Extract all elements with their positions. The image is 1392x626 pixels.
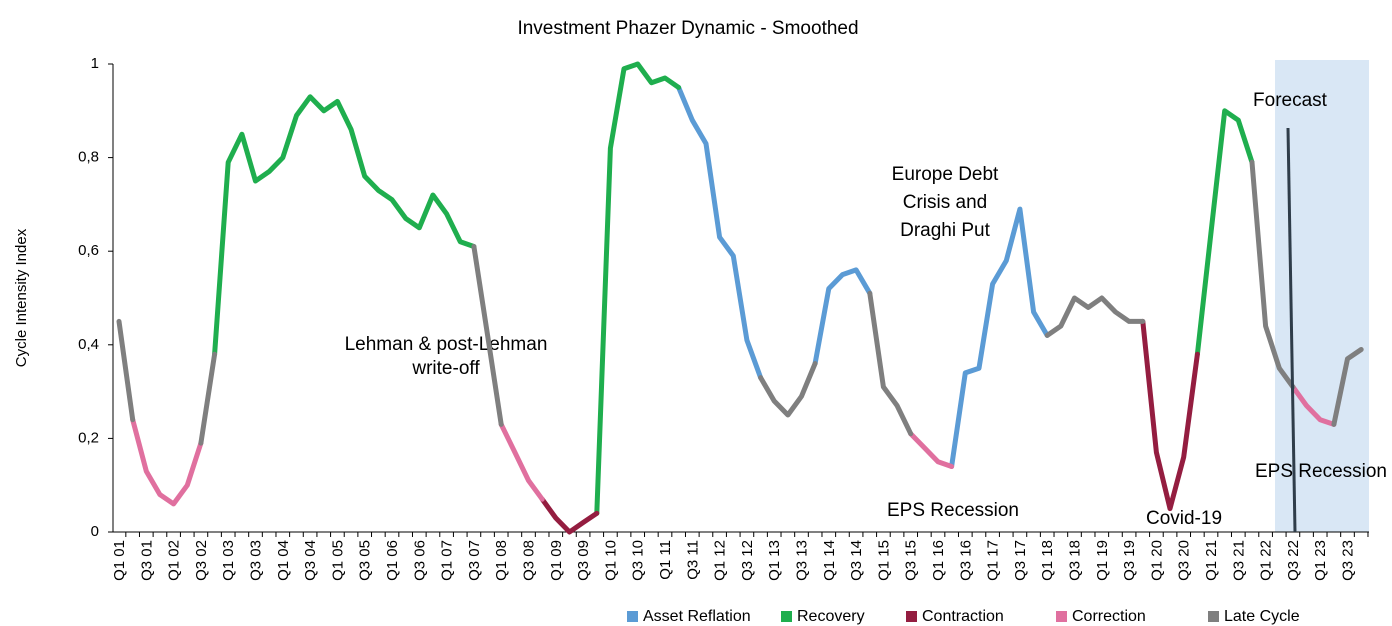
y-tick-label: 0 <box>91 523 99 540</box>
x-tick-label: Q3 09 <box>575 540 592 581</box>
x-tick-label: Q1 13 <box>766 540 783 581</box>
x-tick-label: Q3 06 <box>411 540 428 581</box>
x-tick-label: Q3 12 <box>739 540 756 581</box>
x-tick-label: Q3 21 <box>1230 540 1247 581</box>
x-tick-label: Q3 13 <box>793 540 810 581</box>
x-tick-label: Q3 05 <box>357 540 374 581</box>
annotation: Draghi Put <box>900 220 990 241</box>
x-tick-label: Q1 08 <box>493 540 510 581</box>
x-tick-label: Q1 02 <box>166 540 183 581</box>
x-tick-label: Q1 11 <box>657 540 674 580</box>
annotation: EPS Recession <box>1255 461 1387 482</box>
legend-label: Correction <box>1072 608 1146 625</box>
legend-label: Contraction <box>922 608 1004 625</box>
y-tick-label: 0,8 <box>78 149 99 166</box>
x-tick-label: Q3 23 <box>1339 540 1356 581</box>
x-tick-label: Q3 16 <box>957 540 974 581</box>
series-line <box>116 159 1364 446</box>
x-tick-label: Q1 21 <box>1203 540 1220 581</box>
x-tick-label: Q1 07 <box>439 540 456 581</box>
x-tick-label: Q3 02 <box>193 540 210 581</box>
x-tick-label: Q1 22 <box>1258 540 1275 581</box>
forecast-marker <box>1286 127 1297 533</box>
x-tick-label: Q1 14 <box>821 540 838 581</box>
legend-swatch <box>906 611 917 622</box>
x-tick-label: Q1 10 <box>602 540 619 581</box>
y-tick-label: 0,2 <box>78 429 99 446</box>
x-tick-label: Q1 06 <box>384 540 401 581</box>
annotation: Crisis and <box>903 192 987 213</box>
y-tick-label: 1 <box>91 55 99 72</box>
legend-swatch <box>781 611 792 622</box>
x-tick-label: Q1 20 <box>1148 540 1165 581</box>
annotation: EPS Recession <box>887 500 1019 521</box>
x-tick-label: Q3 03 <box>247 540 264 581</box>
x-tick-label: Q3 14 <box>848 540 865 581</box>
x-tick-label: Q3 17 <box>1012 540 1029 581</box>
legend-label: Recovery <box>797 608 865 625</box>
annotation: Forecast <box>1253 90 1328 111</box>
y-tick-label: 0,4 <box>78 336 99 353</box>
x-tick-label: Q1 18 <box>1039 540 1056 581</box>
y-tick-label: 0,6 <box>78 242 99 259</box>
legend-label: Late Cycle <box>1224 608 1300 625</box>
x-tick-label: Q1 09 <box>548 540 565 581</box>
x-tick-label: Q1 17 <box>985 540 1002 581</box>
x-tick-label: Q3 04 <box>302 540 319 581</box>
legend-swatch <box>1056 611 1067 622</box>
series-line <box>130 384 1337 507</box>
x-tick-label: Q3 10 <box>630 540 647 581</box>
x-tick-label: Q1 23 <box>1312 540 1329 581</box>
legend-swatch <box>1208 611 1219 622</box>
x-tick-label: Q1 16 <box>930 540 947 581</box>
series-line <box>539 318 1200 535</box>
chart-title: Investment Phazer Dynamic - Smoothed <box>517 18 858 39</box>
annotation: write-off <box>411 358 480 379</box>
annotation: Europe Debt <box>892 164 999 185</box>
x-tick-label: Q1 19 <box>1094 540 1111 581</box>
y-axis-title: Cycle Intensity Index <box>13 228 30 367</box>
annotation: Covid-19 <box>1146 508 1222 529</box>
x-tick-label: Q3 22 <box>1285 540 1302 581</box>
series-line <box>212 61 1255 516</box>
x-tick-label: Q3 18 <box>1066 540 1083 581</box>
x-tick-label: Q1 12 <box>712 540 729 581</box>
series-line <box>676 84 1050 469</box>
annotation: Lehman & post-Lehman <box>345 334 548 355</box>
x-tick-label: Q3 19 <box>1121 540 1138 581</box>
x-tick-label: Q1 01 <box>111 540 128 581</box>
x-tick-label: Q3 15 <box>903 540 920 581</box>
x-tick-label: Q1 05 <box>329 540 346 581</box>
x-tick-label: Q3 08 <box>520 540 537 581</box>
x-tick-label: Q3 11 <box>684 540 701 580</box>
x-tick-label: Q3 07 <box>466 540 483 581</box>
plot-area <box>116 61 1364 535</box>
x-tick-label: Q1 04 <box>275 540 292 581</box>
legend-swatch <box>627 611 638 622</box>
legend-label: Asset Reflation <box>643 608 751 625</box>
x-tick-label: Q1 03 <box>220 540 237 581</box>
x-tick-label: Q3 01 <box>138 540 155 581</box>
x-tick-label: Q1 15 <box>875 540 892 581</box>
annotations: Lehman & post-Lehman write-off Europe De… <box>345 90 1387 529</box>
x-tick-label: Q3 20 <box>1176 540 1193 581</box>
